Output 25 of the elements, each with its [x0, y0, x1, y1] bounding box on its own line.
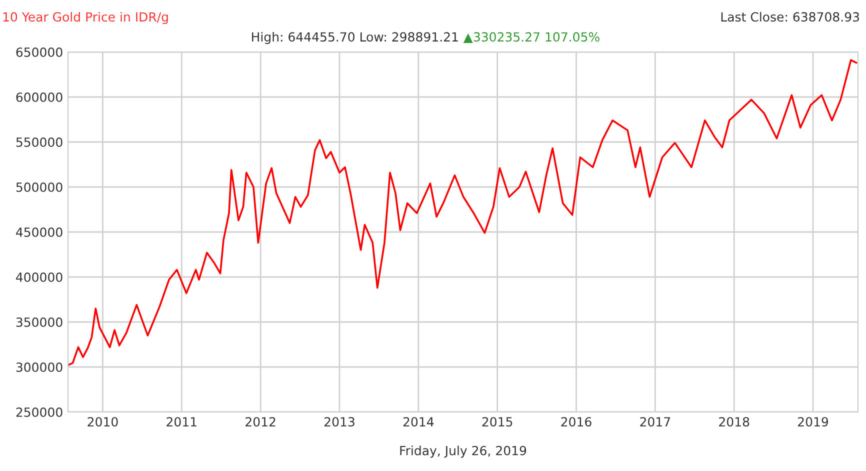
y-tick-label: 550000: [16, 137, 62, 147]
chart-title: 10 Year Gold Price in IDR/g: [3, 12, 168, 24]
y-tick-label: 400000: [16, 272, 62, 282]
chart-subtitle: High: 644455.70 Low: 298891.21: [252, 32, 458, 44]
x-tick-label: 2013: [324, 417, 354, 427]
x-tick-label: 2017: [640, 417, 670, 427]
line-series: [68, 59, 858, 366]
y-tick-label: 500000: [16, 182, 62, 192]
x-tick-label: 2018: [719, 417, 750, 427]
x-tick-label: 2014: [403, 417, 434, 427]
y-tick-label: 350000: [16, 317, 62, 327]
text: ▲330235.27 107.05%: [463, 32, 600, 43]
x-tick-label: 2019: [798, 417, 828, 427]
y-tick-label: 300000: [16, 362, 62, 372]
x-tick-label: 2012: [246, 417, 276, 427]
y-tick-label: 650000: [16, 47, 62, 57]
y-tick-label: 450000: [16, 227, 62, 237]
x-tick-label: 2011: [166, 417, 196, 427]
x-axis-title: Friday, July 26, 2019: [400, 446, 526, 458]
x-tick-label: 2016: [561, 417, 592, 427]
x-tick-label: 2010: [88, 417, 118, 427]
y-tick-label: 250000: [16, 407, 62, 417]
text: Last Close: 638708.93: [721, 12, 859, 22]
x-tick-label: 2015: [482, 417, 512, 427]
y-tick-label: 600000: [16, 92, 62, 102]
